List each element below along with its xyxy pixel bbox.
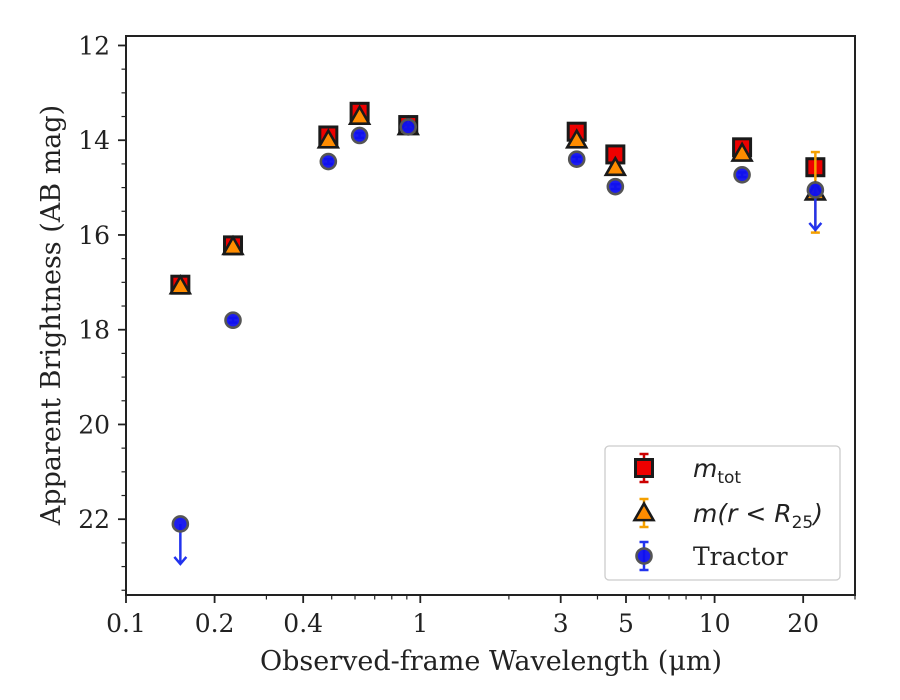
- x-tick-label: 10: [699, 609, 731, 638]
- data-point-triangle: [221, 234, 245, 256]
- x-tick-label: 0.2: [195, 609, 235, 638]
- data-point-triangle: [347, 104, 372, 125]
- legend-marker-triangle: [632, 500, 656, 522]
- data-point-triangle: [168, 274, 193, 295]
- x-tick-label: 5: [618, 609, 634, 638]
- series-1: [168, 104, 828, 295]
- upper-limit-arrow: [173, 556, 188, 566]
- legend-label-tail: ): [811, 499, 823, 528]
- data-point-circle: [606, 177, 625, 196]
- legend-label-text: m(r < R: [693, 499, 792, 528]
- data-point-circle: [567, 150, 586, 168]
- legend-label: mtot: [693, 454, 741, 488]
- data-point-triangle: [730, 141, 754, 162]
- legend-label-text: Tractor: [693, 542, 788, 571]
- series-0: [170, 101, 826, 295]
- legend-marker-circle: [635, 547, 653, 565]
- data-point-circle: [733, 166, 751, 184]
- legend-label: Tractor: [693, 542, 788, 571]
- legend-label: m(r < R25): [693, 499, 823, 533]
- plot-frame: [125, 35, 856, 596]
- data-marks: [168, 101, 828, 566]
- data-point-circle: [319, 152, 338, 171]
- series-2: [171, 118, 825, 566]
- y-tick-label: 16: [78, 221, 110, 250]
- x-tick-label: 20: [787, 609, 819, 638]
- x-tick-label: 3: [553, 609, 569, 638]
- y-tick-label: 12: [78, 31, 110, 60]
- x-tick-label: 0.1: [106, 609, 146, 638]
- y-tick-label: 14: [78, 126, 110, 155]
- legend-marker-square: [634, 458, 654, 478]
- data-point-circle: [224, 311, 242, 330]
- legend: mtot m(r < R25) Tractor: [604, 445, 841, 581]
- y-axis-label: Apparent Brightness (AB mag): [36, 105, 67, 526]
- data-point-triangle: [564, 128, 589, 149]
- legend-label-subscript: 25: [792, 513, 814, 533]
- x-axis-label: Observed-frame Wavelength (μm): [260, 646, 722, 677]
- y-axis: 12 14 16 18 20 22: [78, 31, 126, 591]
- upper-limit-arrow: [808, 222, 823, 232]
- x-tick-label: 0.4: [283, 609, 323, 638]
- data-point-triangle: [316, 128, 341, 149]
- y-tick-label: 20: [78, 410, 110, 439]
- legend-box: [604, 445, 841, 581]
- x-axis: 0.1 0.2 0.4 1 3 5 10 20: [106, 595, 856, 638]
- x-tick-label: 1: [412, 609, 428, 638]
- data-point-circle: [171, 515, 190, 533]
- data-point-circle: [350, 126, 369, 145]
- data-point-triangle: [603, 155, 628, 177]
- data-point-circle: [399, 118, 418, 136]
- y-tick-label: 22: [78, 505, 110, 534]
- legend-label-text: m: [693, 454, 717, 483]
- legend-label-subscript: tot: [717, 468, 741, 488]
- plot-border: [125, 35, 856, 596]
- data-point-circle: [806, 181, 825, 199]
- y-tick-label: 18: [78, 316, 110, 345]
